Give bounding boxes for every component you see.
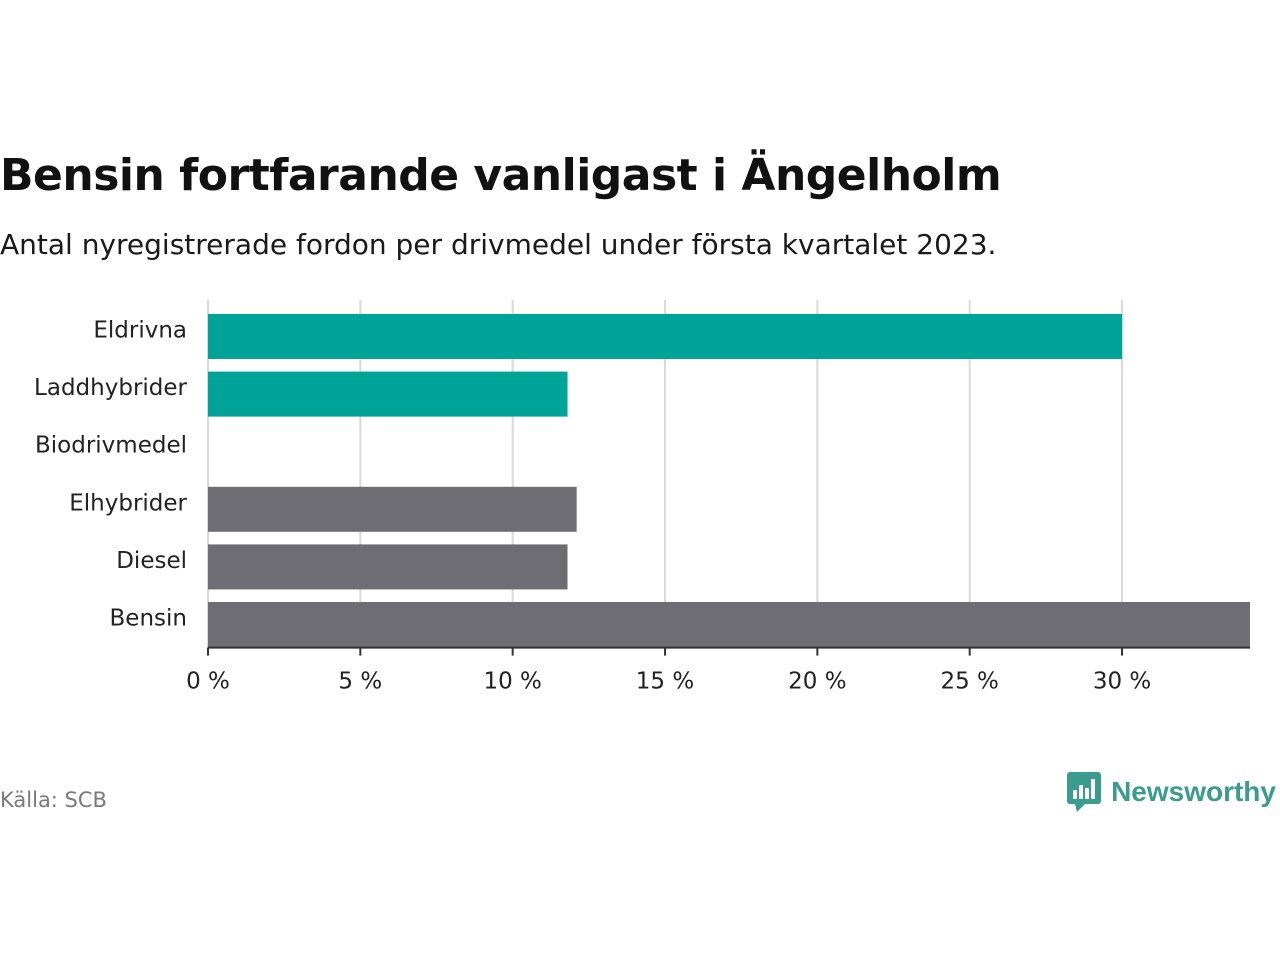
bar — [208, 314, 1123, 359]
brand-logo: Newsworthy — [1067, 772, 1276, 812]
chart-title: Bensin fortfarande vanligast i Ängelholm — [0, 150, 1002, 201]
category-label: Eldrivna — [93, 318, 187, 344]
category-label: Elhybrider — [69, 490, 187, 516]
bar — [208, 602, 1250, 647]
chart-subtitle: Antal nyregistrerade fordon per drivmede… — [0, 228, 997, 261]
source-note: Källa: SCB — [0, 788, 107, 812]
x-tick-label: 0 % — [186, 669, 230, 695]
category-label: Biodrivmedel — [35, 433, 187, 459]
category-label: Bensin — [110, 606, 187, 632]
x-tick-label: 25 % — [940, 669, 998, 695]
category-label: Laddhybrider — [34, 375, 187, 401]
x-tick-label: 10 % — [483, 669, 541, 695]
bar — [208, 371, 568, 417]
bar — [208, 486, 577, 532]
x-tick-label: 15 % — [636, 669, 694, 695]
bar-chart: Eldrivna Laddhybrider Biodrivmedel Elhybrid… — [34, 300, 1250, 695]
x-tick-label: 5 % — [338, 669, 382, 695]
x-tick-label: 30 % — [1093, 669, 1151, 695]
category-label: Diesel — [116, 548, 187, 574]
x-tick-label: 20 % — [788, 669, 846, 695]
bar — [208, 544, 568, 590]
newsworthy-logo-icon — [1067, 772, 1102, 812]
brand-name: Newsworthy — [1111, 776, 1276, 807]
